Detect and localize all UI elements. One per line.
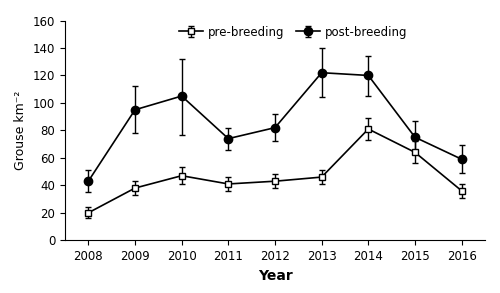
X-axis label: Year: Year	[258, 269, 292, 282]
Legend: pre-breeding, post-breeding: pre-breeding, post-breeding	[176, 22, 410, 42]
Y-axis label: Grouse km⁻²: Grouse km⁻²	[14, 91, 28, 170]
